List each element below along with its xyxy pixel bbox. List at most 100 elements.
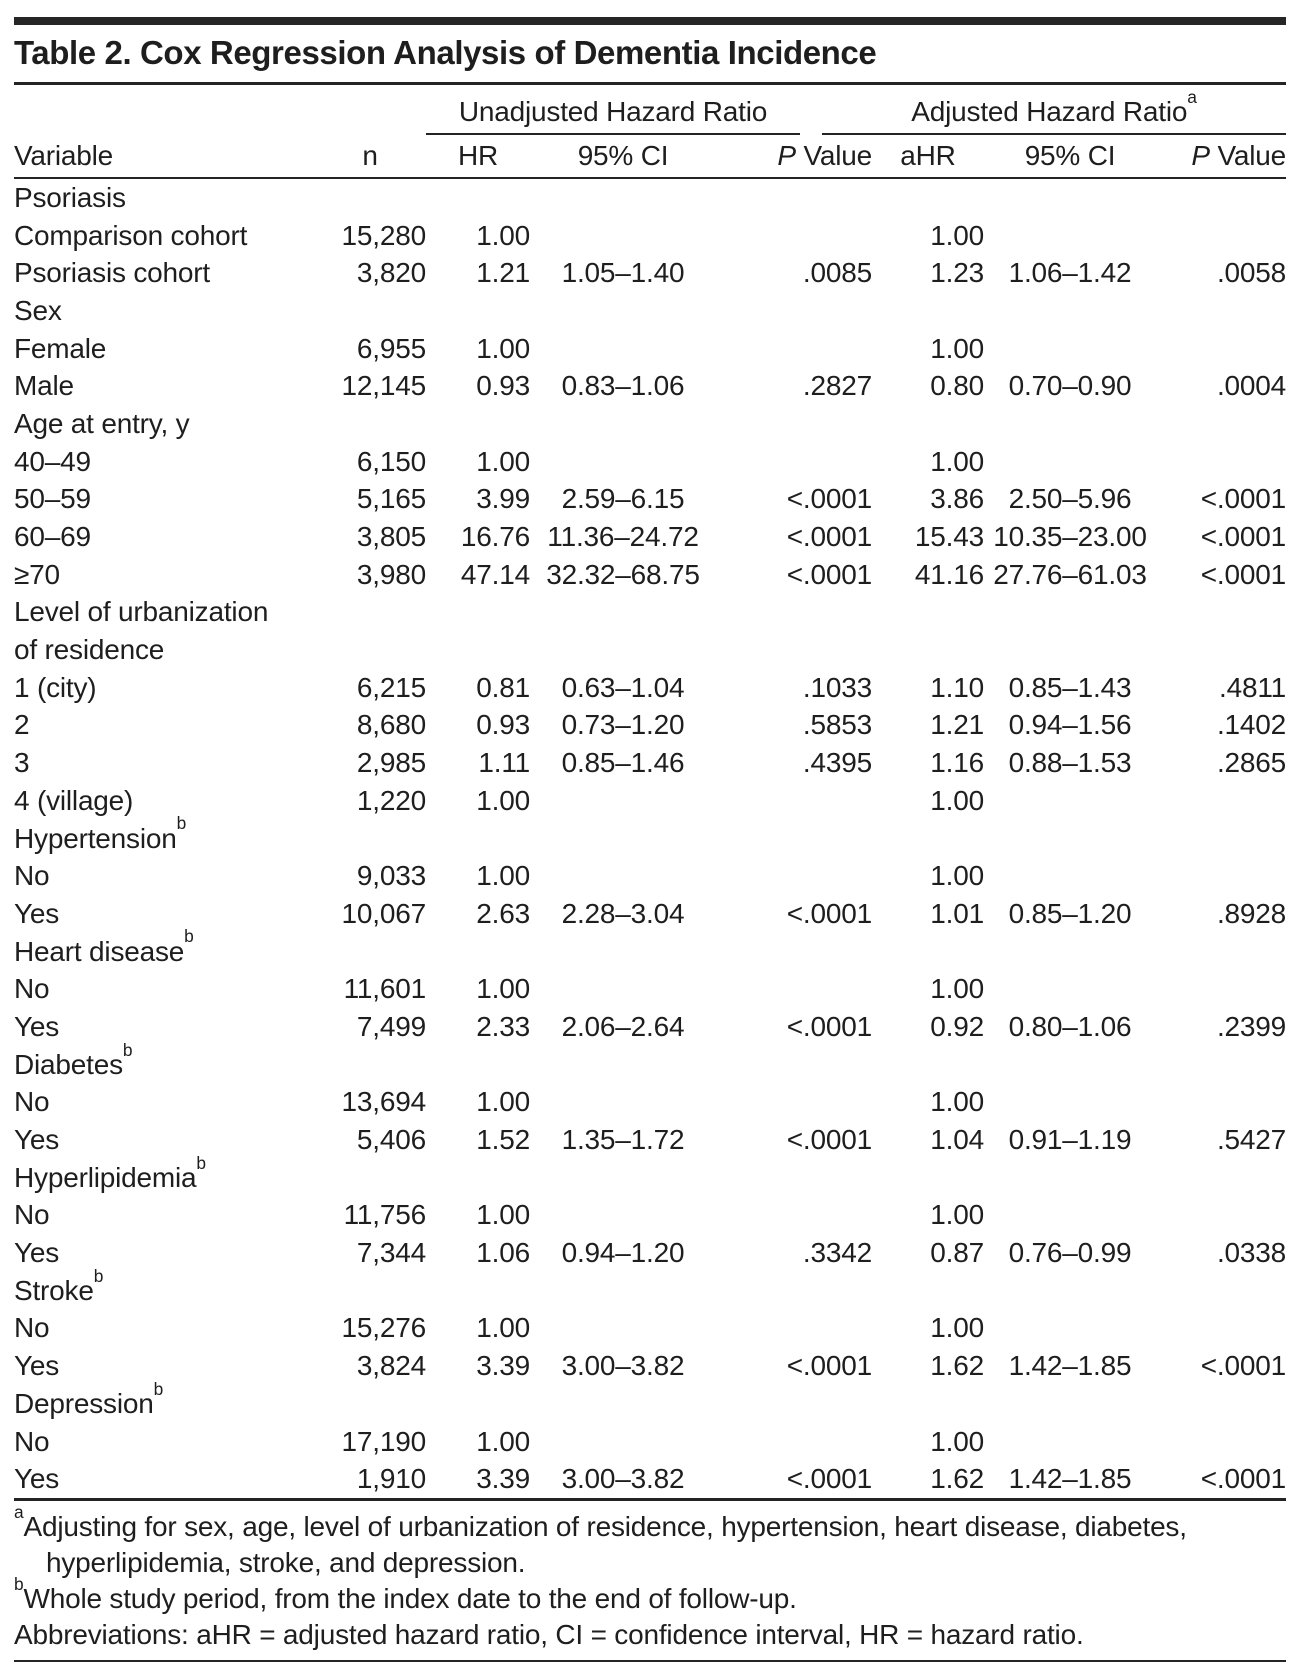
cell-ci1: 11.36–24.72 bbox=[547, 521, 699, 553]
row-label: No bbox=[14, 1199, 50, 1231]
cell-n: 10,067 bbox=[341, 897, 427, 929]
cell-ahr: 1.00 bbox=[930, 332, 984, 364]
row-label: Level of urbanization bbox=[14, 596, 269, 628]
cell-ci2 bbox=[984, 1310, 1156, 1348]
cell-n: 6,955 bbox=[356, 332, 426, 364]
cell-ci2 bbox=[984, 1159, 1156, 1197]
cell-ci1: 0.94–1.20 bbox=[561, 1237, 685, 1269]
row-footnote-marker: b bbox=[184, 926, 194, 947]
table-row: Female 6,955 1.00 1.00 bbox=[14, 330, 1286, 368]
cell-ci1: 0.85–1.46 bbox=[561, 747, 685, 779]
cell-ci2 bbox=[984, 178, 1156, 217]
cell-ci1 bbox=[530, 970, 716, 1008]
cell-p2 bbox=[1156, 1272, 1286, 1310]
cell-n: 7,344 bbox=[356, 1237, 426, 1269]
cell-p2 bbox=[1156, 594, 1286, 632]
cell-ci1 bbox=[530, 857, 716, 895]
cell-ci2: 0.85–1.43 bbox=[1008, 671, 1132, 703]
table-row: Yes 5,406 1.52 1.35–1.72 <.0001 1.04 0.91–1.19… bbox=[14, 1121, 1286, 1159]
cell-ahr: 1.00 bbox=[930, 860, 984, 892]
cell-ahr: 1.00 bbox=[930, 1199, 984, 1231]
cell-hr: 1.00 bbox=[476, 1199, 530, 1231]
cell-ci2 bbox=[984, 1197, 1156, 1235]
row-label: 4 (village) bbox=[14, 784, 134, 816]
table-row: Comparison cohort 15,280 1.00 1.00 bbox=[14, 217, 1286, 255]
spanner-row: Unadjusted Hazard Ratio Adjusted Hazard … bbox=[14, 85, 1287, 135]
cell-ahr bbox=[872, 594, 984, 632]
cell-n: 1,910 bbox=[314, 1460, 426, 1502]
table-row: ≥70 3,980 47.14 32.32–68.75 <.0001 41.16 27.76… bbox=[14, 556, 1286, 594]
cell-ci2: 10.35–23.00 bbox=[993, 521, 1147, 553]
cell-ci1: 2.06–2.64 bbox=[561, 1010, 685, 1042]
cell-ci1 bbox=[530, 1423, 716, 1461]
row-label: Yes bbox=[14, 1010, 60, 1042]
row-label: Hypertensionb bbox=[14, 813, 187, 854]
row-label: Psoriasis bbox=[14, 181, 126, 213]
cell-ahr: 1.04 bbox=[930, 1124, 984, 1156]
cell-hr bbox=[426, 405, 530, 443]
cell-ci1 bbox=[530, 405, 716, 443]
cell-hr: 1.11 bbox=[478, 747, 530, 779]
cell-ci1: 0.83–1.06 bbox=[561, 370, 685, 402]
cell-ci1: 1.05–1.40 bbox=[561, 257, 685, 289]
cell-p1 bbox=[716, 782, 872, 820]
p-italic: P bbox=[777, 140, 796, 171]
cell-p2 bbox=[1156, 292, 1286, 330]
cell-p1 bbox=[716, 857, 872, 895]
cell-ci2: 27.76–61.03 bbox=[993, 558, 1147, 590]
row-label: No bbox=[14, 973, 50, 1005]
row-label: ≥70 bbox=[14, 558, 60, 590]
cell-n: 11,601 bbox=[343, 973, 427, 1005]
cell-ci2: 0.85–1.20 bbox=[1008, 897, 1132, 929]
cell-ahr: 1.00 bbox=[930, 1425, 984, 1457]
col-header-n: n bbox=[314, 135, 426, 179]
cell-p1: <.0001 bbox=[786, 1124, 872, 1156]
cell-hr: 1.00 bbox=[476, 860, 530, 892]
cell-n: 3,824 bbox=[356, 1350, 426, 1382]
cell-p1 bbox=[716, 1272, 872, 1310]
col-header-pvalue-adjusted: P Value bbox=[1156, 135, 1286, 179]
cell-p1: <.0001 bbox=[716, 1460, 872, 1502]
table-row: Age at entry, y bbox=[14, 405, 1286, 443]
cell-hr: 47.14 bbox=[460, 558, 530, 590]
cell-n bbox=[314, 933, 426, 971]
col-header-ci-adjusted: 95% CI bbox=[984, 135, 1156, 179]
cell-p1 bbox=[716, 970, 872, 1008]
cell-hr: 3.39 bbox=[426, 1460, 530, 1502]
table-row: Psoriasis bbox=[14, 178, 1286, 217]
cell-ahr: 41.16 bbox=[914, 558, 984, 590]
table-title: Table 2. Cox Regression Analysis of Deme… bbox=[14, 25, 1286, 85]
cell-n bbox=[314, 1159, 426, 1197]
row-footnote-marker: b bbox=[93, 1265, 104, 1286]
cell-p1 bbox=[716, 1385, 872, 1423]
cell-p2 bbox=[1156, 1385, 1286, 1423]
cell-ci2 bbox=[984, 970, 1156, 1008]
cell-ci1 bbox=[530, 1272, 716, 1310]
cell-n: 3,980 bbox=[356, 558, 426, 590]
cell-n: 11,756 bbox=[343, 1199, 427, 1231]
cell-p1: .2827 bbox=[802, 370, 872, 402]
cell-p1: <.0001 bbox=[786, 1350, 872, 1382]
footnote-b: bWhole study period, from the index date… bbox=[14, 1575, 1286, 1617]
cell-ahr: 1.16 bbox=[930, 747, 984, 779]
cell-ci2 bbox=[984, 1084, 1156, 1122]
table-row: Hyperlipidemiab bbox=[14, 1154, 1286, 1197]
cell-p1: <.0001 bbox=[786, 521, 872, 553]
row-label: No bbox=[14, 1425, 50, 1457]
cell-ci2 bbox=[984, 782, 1156, 820]
cell-ci1 bbox=[530, 217, 716, 255]
cell-ahr: 1.01 bbox=[930, 897, 984, 929]
table-row: Sex bbox=[14, 292, 1286, 330]
cell-ci2: 1.42–1.85 bbox=[1008, 1350, 1132, 1382]
cell-n bbox=[314, 405, 426, 443]
spanner-blank bbox=[14, 85, 426, 135]
row-label: Psoriasis cohort bbox=[14, 257, 210, 289]
cell-hr: 1.00 bbox=[476, 445, 530, 477]
cell-ci1: 0.63–1.04 bbox=[561, 671, 685, 703]
cell-ci1 bbox=[530, 1159, 716, 1197]
cell-ci2: 0.91–1.19 bbox=[1008, 1124, 1132, 1156]
cell-ahr: 1.00 bbox=[930, 219, 984, 251]
cell-p2: .5427 bbox=[1216, 1124, 1287, 1156]
cell-ahr: 1.10 bbox=[930, 671, 984, 703]
cell-p2 bbox=[1156, 1084, 1286, 1122]
